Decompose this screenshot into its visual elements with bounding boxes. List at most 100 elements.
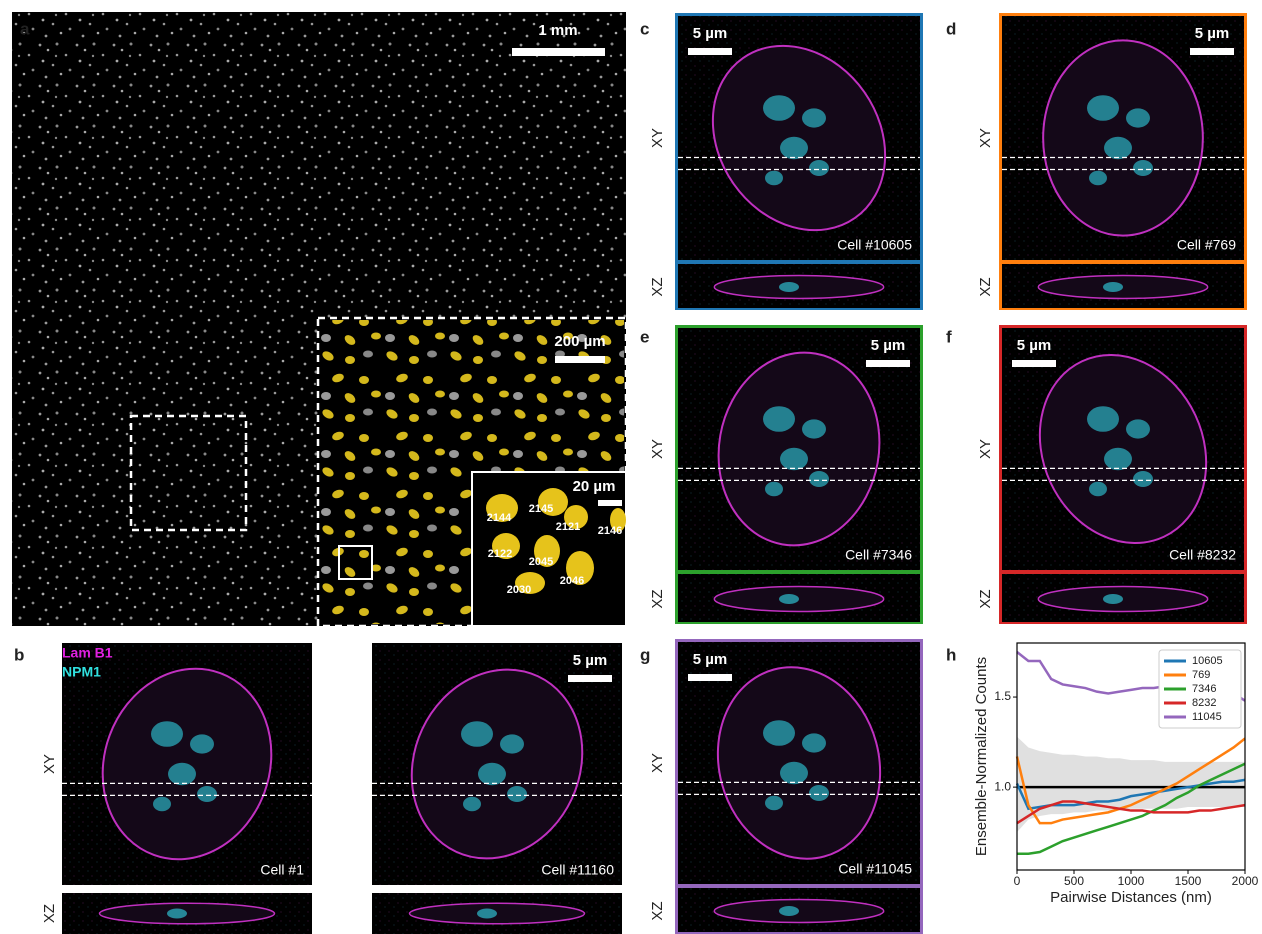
nucleolus xyxy=(780,448,808,470)
nucleolus xyxy=(168,763,196,785)
cell-label: Cell #8232 xyxy=(1169,547,1236,563)
scale-bar xyxy=(688,48,732,55)
legend-label: 11045 xyxy=(1192,711,1222,723)
nucleolus xyxy=(809,471,829,487)
cell-id: 2144 xyxy=(487,512,512,524)
cell-id: 2046 xyxy=(560,575,584,587)
nucleolus xyxy=(1133,471,1153,487)
nucleolus-xz xyxy=(779,282,799,292)
nucleolus-xz xyxy=(167,909,187,919)
cell-panel: Cell #11045 5 µm XY XZ xyxy=(649,639,923,934)
cell-id: 2045 xyxy=(529,556,553,568)
scale-label: 5 µm xyxy=(1195,25,1230,42)
y-tick-label: 1.5 xyxy=(994,689,1011,703)
nucleolus xyxy=(780,137,808,159)
nucleolus xyxy=(1089,482,1107,496)
nucleolus xyxy=(197,786,217,802)
nucleolus xyxy=(461,721,493,747)
cell-id: 2146 xyxy=(598,525,622,537)
view-label: XZ xyxy=(649,901,666,920)
cell-label: Cell #7346 xyxy=(845,547,912,563)
y-tick-label: 1.0 xyxy=(994,779,1011,793)
nucleolus xyxy=(463,797,481,811)
panel-a: 1 mm 200 µm 20 µm xyxy=(12,12,626,626)
scale-label: 1 mm xyxy=(538,22,577,39)
view-label: XY xyxy=(649,753,666,773)
figure: 1 mm 200 µm 20 µm a b c d e f g h Cell #… xyxy=(0,0,1262,934)
view-label: XZ xyxy=(41,904,58,923)
nucleolus xyxy=(151,721,183,747)
nucleolus xyxy=(507,786,527,802)
view-label: XZ xyxy=(649,589,666,608)
scale-label: 5 µm xyxy=(693,651,728,668)
nucleolus xyxy=(1104,137,1132,159)
cell-label: Cell #1 xyxy=(260,862,304,878)
nucleolus-xz xyxy=(1103,594,1123,604)
nucleolus xyxy=(478,763,506,785)
scale-bar xyxy=(568,675,612,682)
nucleolus xyxy=(802,108,826,127)
scale-bar xyxy=(512,48,605,56)
scale-bar xyxy=(1012,360,1056,367)
panel-letter: g xyxy=(640,645,650,664)
legend-label: 769 xyxy=(1192,669,1210,681)
scale-label: 20 µm xyxy=(573,478,616,495)
nucleolus xyxy=(765,171,783,185)
chart: 05001000150020001.01.5Pairwise Distances… xyxy=(973,643,1259,906)
nucleolus xyxy=(1089,171,1107,185)
nucleolus xyxy=(763,95,795,121)
cell-id: 2121 xyxy=(556,521,580,533)
cell-label: Cell #10605 xyxy=(837,237,912,253)
panel-letter: d xyxy=(946,19,956,38)
y-axis-label: Ensemble-Normalized Counts xyxy=(973,657,990,856)
nucleolus xyxy=(153,797,171,811)
cell-id: 2122 xyxy=(488,548,512,560)
legend-label: 7346 xyxy=(1192,683,1216,695)
x-tick-label: 0 xyxy=(1014,874,1021,888)
nucleolus xyxy=(763,720,795,746)
panel-letter: c xyxy=(640,19,649,38)
nucleolus-xz xyxy=(779,594,799,604)
nucleolus xyxy=(809,785,829,801)
cell-panel: Cell #1 XY XZ xyxy=(41,643,312,934)
scale-label: 5 µm xyxy=(693,25,728,42)
view-label: XZ xyxy=(649,277,666,296)
x-tick-label: 2000 xyxy=(1232,874,1259,888)
marker-label: Lam B1 xyxy=(62,645,113,661)
view-label: XY xyxy=(649,439,666,459)
cell-label: Cell #11045 xyxy=(838,861,912,877)
nucleolus xyxy=(765,482,783,496)
x-tick-label: 1000 xyxy=(1118,874,1145,888)
scale-label: 5 µm xyxy=(1017,337,1052,354)
nucleolus xyxy=(1133,160,1153,176)
nucleolus xyxy=(809,160,829,176)
view-label: XY xyxy=(41,754,58,774)
nucleolus xyxy=(1126,108,1150,127)
view-label: XY xyxy=(977,439,994,459)
panel-letter: b xyxy=(14,645,24,664)
scale-bar xyxy=(688,674,732,681)
nucleolus xyxy=(780,762,808,784)
cell-id: 2145 xyxy=(529,503,553,515)
nucleolus-xz xyxy=(779,906,799,916)
cell-id: 2030 xyxy=(507,584,531,596)
nucleolus-xz xyxy=(477,909,497,919)
nucleolus xyxy=(802,733,826,752)
panel-letter: e xyxy=(640,327,649,346)
nucleolus xyxy=(1126,419,1150,438)
nucleolus xyxy=(1087,406,1119,432)
panel-letter: a xyxy=(20,19,30,38)
panel-letter: h xyxy=(946,645,956,664)
cell-label: Cell #11160 xyxy=(541,862,614,878)
scale-bar xyxy=(866,360,910,367)
nucleolus xyxy=(1087,95,1119,121)
scale-bar xyxy=(598,500,622,506)
x-tick-label: 1500 xyxy=(1175,874,1202,888)
scale-bar xyxy=(1190,48,1234,55)
marker-label: NPM1 xyxy=(62,664,101,680)
nucleolus xyxy=(802,419,826,438)
